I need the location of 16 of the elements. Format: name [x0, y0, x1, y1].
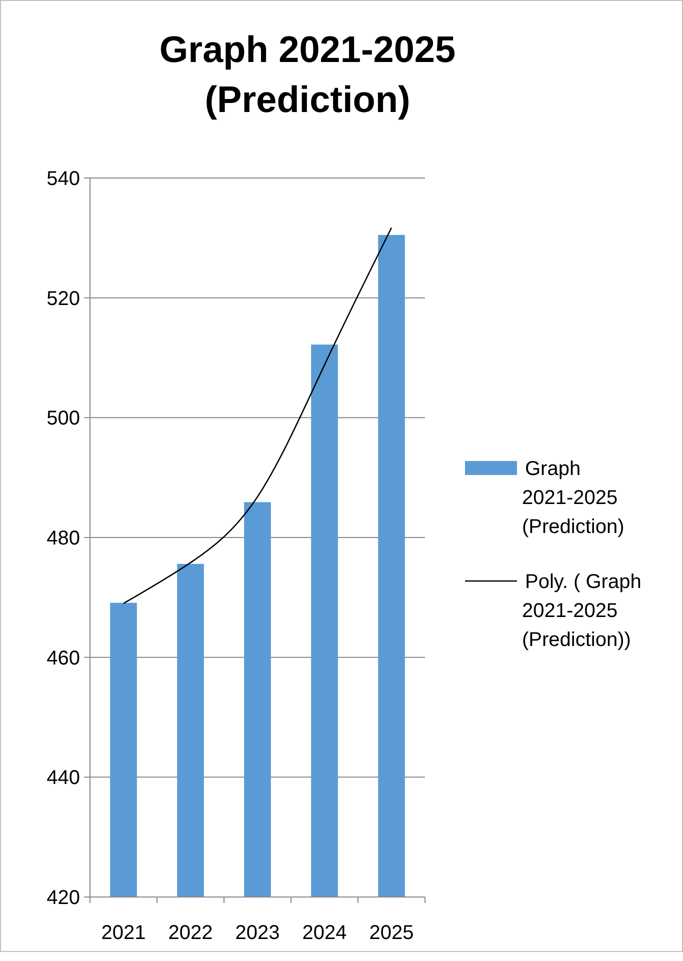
x-tick-label: 2025	[369, 922, 414, 944]
x-tick-label: 2024	[302, 922, 347, 944]
y-tick-label: 500	[46, 408, 80, 430]
y-tick-label: 480	[46, 528, 80, 550]
y-tick-label: 460	[46, 647, 80, 670]
x-tick-label: 2022	[168, 922, 213, 944]
legend-label: Graph 2021-2025 (Prediction)	[522, 458, 624, 538]
x-tick-label: 2023	[235, 922, 280, 944]
line-series	[122, 227, 392, 604]
legend-label: Poly. ( Graph 2021-2025 (Prediction))	[522, 571, 642, 651]
y-tick-label: 540	[46, 168, 80, 190]
x-tick-label: 2021	[101, 922, 146, 944]
chart-title: Graph 2021-2025 (Prediction)	[159, 29, 456, 120]
y-tick-label: 520	[46, 288, 80, 310]
y-tick-label: 420	[46, 887, 80, 909]
y-tick-label: 440	[46, 767, 80, 790]
